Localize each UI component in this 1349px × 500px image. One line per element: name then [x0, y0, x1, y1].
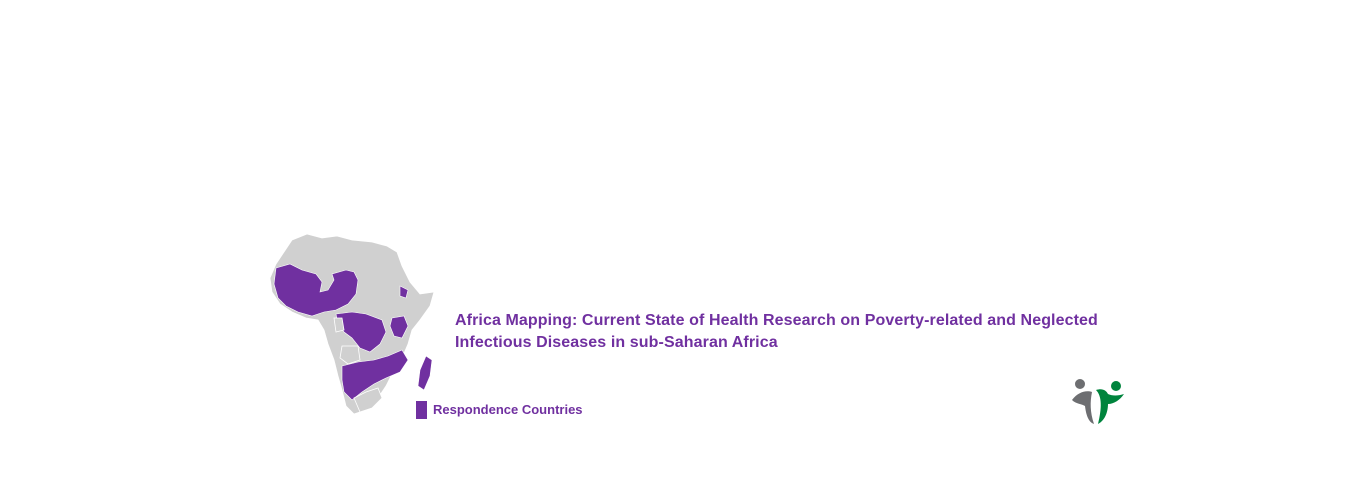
africa-map [262, 220, 442, 420]
central-africa-highlight [335, 311, 387, 353]
gabon-congo-shape [333, 317, 345, 333]
madagascar-highlight [417, 355, 433, 391]
page-title: Africa Mapping: Current State of Health … [455, 310, 1175, 354]
south-africa-shape [353, 387, 383, 413]
map-legend: Respondence Countries [416, 401, 583, 419]
legend-label: Respondence Countries [433, 402, 583, 417]
africa-map-svg [269, 233, 435, 415]
title-line-2: Infectious Diseases in sub-Saharan Afric… [455, 334, 778, 351]
logo-grey-body [1072, 391, 1094, 424]
west-africa-highlight [273, 263, 359, 317]
title-line-1: Africa Mapping: Current State of Health … [455, 312, 1098, 329]
legend-swatch [416, 401, 427, 419]
horn-highlight [399, 285, 409, 299]
southern-africa-highlight [341, 349, 409, 401]
two-figures-logo-icon [1068, 378, 1126, 428]
logo-svg [1072, 379, 1124, 424]
logo-grey-head [1075, 379, 1085, 389]
logo-green-body [1096, 389, 1124, 424]
east-africa-highlight [389, 315, 409, 339]
angola-shape [339, 345, 361, 365]
logo-green-head [1111, 381, 1121, 391]
